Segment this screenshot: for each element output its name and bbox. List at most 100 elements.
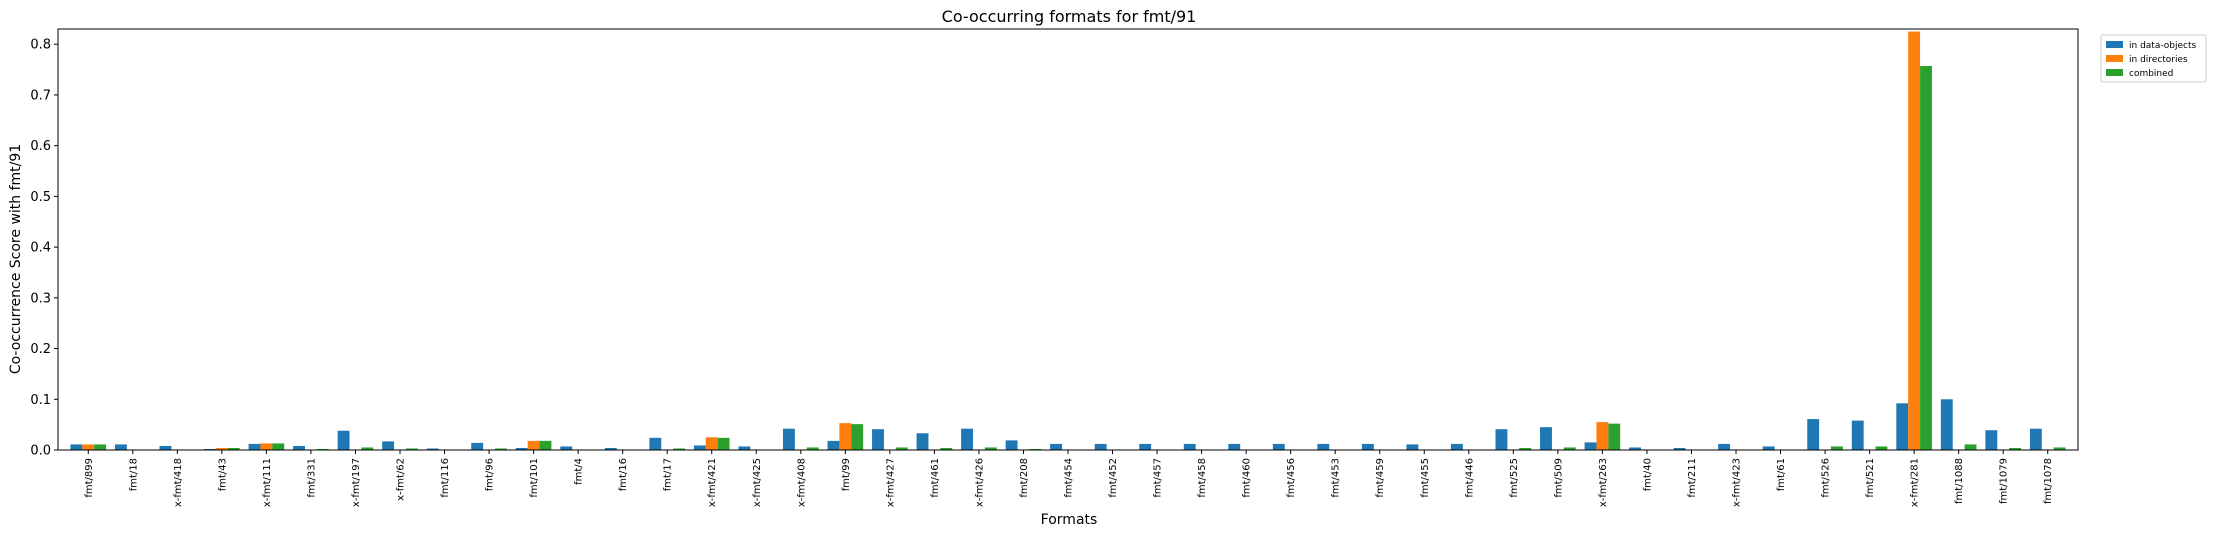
bar xyxy=(1608,423,1621,450)
plot-frame xyxy=(57,28,2079,451)
x-tick-label: fmt/457 xyxy=(1153,458,1164,498)
x-tick-label: fmt/521 xyxy=(1865,458,1876,498)
bar xyxy=(1584,442,1597,450)
legend-swatch xyxy=(2106,69,2123,76)
x-tick-label: fmt/899 xyxy=(84,458,95,498)
x-tick-label: fmt/458 xyxy=(1197,458,1208,498)
bar xyxy=(1851,420,1864,450)
x-tick-label: fmt/40 xyxy=(1642,458,1653,491)
x-tick-label: x-fmt/263 xyxy=(1598,458,1609,507)
bar xyxy=(1807,419,1820,450)
x-tick-label: fmt/1079 xyxy=(1999,458,2010,504)
x-tick-label: fmt/16 xyxy=(618,458,629,491)
bar xyxy=(916,433,929,450)
x-tick-label: x-fmt/427 xyxy=(885,458,896,507)
bar xyxy=(1183,443,1196,450)
x-tick-label: fmt/453 xyxy=(1331,458,1342,498)
x-tick-label: fmt/454 xyxy=(1064,458,1075,498)
x-tick-label: fmt/61 xyxy=(1776,458,1787,491)
bar xyxy=(495,448,507,450)
bar xyxy=(839,423,852,450)
y-tick-label: 0.4 xyxy=(30,241,51,256)
x-tick-label: x-fmt/426 xyxy=(974,458,985,507)
x-tick-label: fmt/208 xyxy=(1019,458,1030,498)
bar xyxy=(604,447,617,450)
bar xyxy=(1920,66,1932,450)
bar xyxy=(1762,446,1775,450)
bar xyxy=(515,447,528,450)
bar xyxy=(527,440,540,450)
bar xyxy=(539,440,552,450)
bar xyxy=(204,448,216,450)
bar xyxy=(1940,399,1953,450)
bar xyxy=(1985,430,1998,450)
bar xyxy=(940,447,953,450)
bar xyxy=(895,447,908,450)
bar xyxy=(1629,447,1641,450)
legend-swatch xyxy=(2106,55,2123,62)
x-tick-label: x-fmt/62 xyxy=(396,458,407,501)
bar xyxy=(1005,440,1018,450)
bar xyxy=(1139,443,1152,450)
bar xyxy=(1540,427,1552,450)
x-tick-label: x-fmt/421 xyxy=(707,458,718,507)
x-axis: fmt/899 fmt/18 x-fmt/418 fmt/43 x-fmt/111 fmt… xyxy=(84,450,2054,507)
y-tick-label: 0.0 xyxy=(30,444,51,459)
legend-box xyxy=(2100,34,2207,83)
bar xyxy=(693,445,706,450)
y-tick-label: 0.2 xyxy=(30,342,51,357)
x-tick-label: fmt/509 xyxy=(1553,458,1564,498)
bar xyxy=(827,440,840,450)
y-tick-label: 0.1 xyxy=(30,393,51,408)
bar xyxy=(382,441,395,450)
bar xyxy=(1050,443,1063,450)
bar xyxy=(426,448,439,450)
bars-group xyxy=(70,31,2066,451)
x-tick-label: fmt/526 xyxy=(1821,458,1832,498)
bar xyxy=(560,446,573,450)
bar xyxy=(361,447,374,450)
bar xyxy=(1831,446,1843,450)
x-tick-label: fmt/525 xyxy=(1509,458,1520,498)
x-tick-label: fmt/4 xyxy=(574,458,585,485)
bar xyxy=(2053,447,2066,450)
bar xyxy=(782,428,795,450)
bar xyxy=(961,428,973,450)
bar xyxy=(806,447,819,450)
legend-label: in directories xyxy=(2129,55,2188,65)
bar xyxy=(337,430,350,450)
legend-swatch xyxy=(2106,41,2123,48)
bar xyxy=(1317,443,1330,450)
bar xyxy=(1450,443,1463,450)
bar xyxy=(1094,443,1107,450)
bar xyxy=(227,447,240,450)
bar xyxy=(114,444,127,450)
x-tick-label: x-fmt/425 xyxy=(752,458,763,507)
bar xyxy=(1718,443,1731,450)
y-tick-label: 0.3 xyxy=(30,291,51,306)
x-tick-label: fmt/211 xyxy=(1687,458,1698,498)
x-tick-label: fmt/101 xyxy=(529,458,540,498)
x-tick-label: fmt/459 xyxy=(1375,458,1386,498)
bar xyxy=(1406,444,1419,450)
x-tick-label: fmt/446 xyxy=(1464,458,1475,498)
y-axis: 0.0 0.1 0.2 0.3 0.4 0.5 0.6 0.7 0.8 xyxy=(30,38,58,459)
bar xyxy=(260,443,273,450)
bar xyxy=(738,446,751,450)
x-tick-label: fmt/460 xyxy=(1242,458,1253,498)
x-tick-label: fmt/452 xyxy=(1108,458,1119,498)
bar xyxy=(717,437,730,450)
bar xyxy=(1908,31,1921,451)
x-tick-label: x-fmt/423 xyxy=(1732,458,1743,507)
x-tick-label: fmt/1078 xyxy=(2043,458,2054,504)
bar xyxy=(851,424,864,450)
bar xyxy=(471,442,484,450)
x-axis-label: Formats xyxy=(1041,512,1098,528)
y-tick-label: 0.6 xyxy=(30,139,51,154)
y-tick-label: 0.7 xyxy=(30,88,51,103)
x-tick-label: fmt/456 xyxy=(1286,458,1297,498)
bar xyxy=(1029,448,1042,450)
bar xyxy=(2009,447,2022,450)
